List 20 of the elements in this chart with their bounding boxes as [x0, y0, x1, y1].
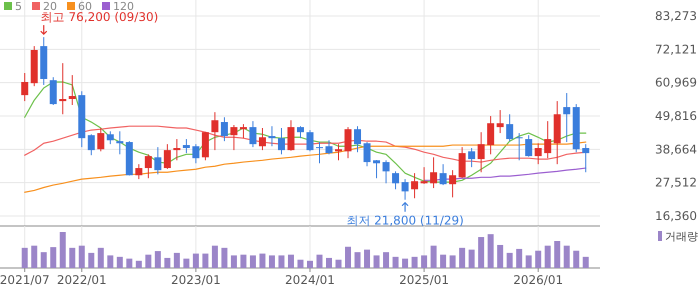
y-tick-label: 38,664	[655, 142, 697, 156]
legend-label: 60	[78, 0, 92, 13]
x-tick-label: 2023/01	[170, 273, 221, 287]
legend-label: 5	[15, 0, 22, 13]
y-tick-label: 72,121	[655, 42, 697, 56]
y-tick-label: 83,273	[655, 9, 697, 23]
x-tick-label: 2024/01	[285, 273, 335, 287]
y-tick-label: 27,512	[655, 176, 697, 190]
annotation: 최고 76,200 (09/30)	[40, 10, 158, 24]
x-tick-label: 2021/07	[0, 273, 50, 287]
x-tick-label: 2025/01	[399, 273, 450, 287]
legend-label: 120	[113, 0, 134, 13]
annotation: 최저 21,800 (11/29)	[346, 214, 464, 228]
y-tick-label: 60,969	[655, 76, 697, 90]
legend-label: 20	[43, 0, 57, 13]
y-tick-label: 49,816	[655, 109, 697, 123]
x-tick-label: 2022/01	[56, 273, 107, 287]
y-tick-label: 16,360	[655, 209, 697, 223]
x-tick-label: 2026/01	[513, 273, 564, 287]
legend-label: 거래량	[665, 230, 698, 243]
